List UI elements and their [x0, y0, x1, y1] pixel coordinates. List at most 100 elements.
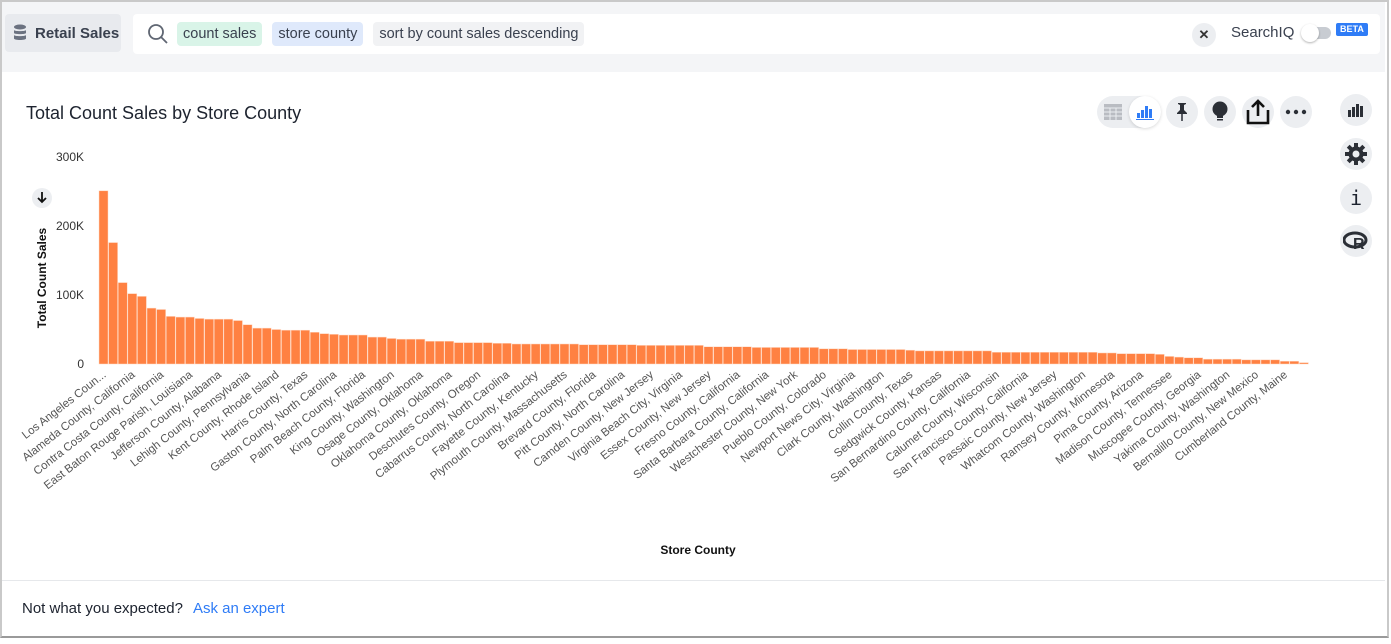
bar[interactable] — [809, 347, 819, 365]
bar[interactable] — [857, 349, 867, 365]
bar[interactable] — [617, 344, 627, 365]
bar[interactable] — [310, 332, 320, 365]
bar[interactable] — [578, 344, 589, 365]
bar[interactable] — [262, 327, 272, 365]
chart-view-button[interactable] — [1129, 96, 1161, 128]
bar[interactable] — [790, 347, 800, 365]
bar[interactable] — [722, 346, 733, 365]
bar[interactable] — [867, 349, 877, 365]
bar[interactable] — [521, 343, 531, 365]
bar[interactable] — [1039, 352, 1050, 365]
bar[interactable] — [377, 336, 387, 365]
bar[interactable] — [281, 329, 291, 365]
bar[interactable] — [1030, 352, 1040, 365]
bar[interactable] — [828, 348, 839, 365]
search-token-measure[interactable]: count sales — [177, 22, 263, 46]
bar[interactable] — [1183, 357, 1194, 365]
bar[interactable] — [290, 329, 301, 365]
table-view-button[interactable] — [1097, 96, 1129, 128]
bar[interactable] — [233, 320, 243, 365]
bar[interactable] — [1164, 356, 1175, 365]
bar[interactable] — [108, 242, 118, 365]
bar[interactable] — [1068, 352, 1079, 365]
bar[interactable] — [1087, 352, 1098, 365]
bar[interactable] — [924, 350, 935, 365]
bar[interactable] — [799, 347, 810, 365]
bar[interactable] — [425, 340, 435, 365]
chart-settings-button[interactable] — [1340, 138, 1372, 170]
bar[interactable] — [348, 334, 358, 365]
bar[interactable] — [1203, 358, 1213, 365]
bar[interactable] — [444, 340, 454, 365]
bar[interactable] — [953, 350, 963, 365]
bar[interactable] — [972, 350, 983, 365]
info-button[interactable]: i — [1340, 182, 1372, 214]
bar[interactable] — [655, 345, 666, 365]
bar[interactable] — [876, 349, 887, 365]
bar[interactable] — [915, 350, 925, 365]
bar[interactable] — [636, 345, 647, 365]
bar[interactable] — [1193, 357, 1204, 365]
bar[interactable] — [165, 316, 176, 365]
bar[interactable] — [1260, 359, 1271, 365]
bar[interactable] — [1279, 360, 1290, 365]
bar[interactable] — [1289, 360, 1300, 365]
ask-expert-link[interactable]: Ask an expert — [192, 600, 285, 617]
bar[interactable] — [1097, 352, 1107, 365]
bar[interactable] — [713, 346, 723, 365]
bar[interactable] — [146, 307, 157, 365]
bar[interactable] — [847, 349, 858, 365]
bar[interactable] — [761, 347, 771, 365]
bar[interactable] — [530, 343, 541, 365]
bar[interactable] — [646, 345, 656, 365]
bar[interactable] — [194, 318, 205, 365]
bar[interactable] — [684, 345, 695, 365]
bar[interactable] — [117, 282, 128, 365]
bar[interactable] — [271, 329, 282, 365]
bar[interactable] — [963, 350, 973, 365]
search-bar[interactable]: count sales store county sort by count s… — [133, 14, 1380, 54]
bar[interactable] — [463, 342, 474, 365]
bar[interactable] — [338, 334, 349, 365]
bar[interactable] — [98, 190, 109, 365]
pin-button[interactable] — [1166, 96, 1198, 128]
bar[interactable] — [1001, 352, 1011, 365]
bar[interactable] — [156, 309, 166, 365]
bar[interactable] — [1049, 352, 1059, 365]
change-chart-type-button[interactable] — [1340, 94, 1372, 126]
more-options-button[interactable] — [1280, 96, 1312, 128]
bar[interactable] — [742, 346, 752, 365]
bar[interactable] — [252, 327, 262, 365]
bar[interactable] — [1174, 356, 1184, 365]
search-token-sort[interactable]: sort by count sales descending — [373, 22, 585, 46]
bar[interactable] — [982, 350, 992, 365]
bar[interactable] — [838, 348, 848, 365]
bar[interactable] — [1135, 353, 1146, 365]
searchiq-toggle[interactable] — [1301, 24, 1331, 42]
bar[interactable] — [1270, 359, 1280, 365]
bar[interactable] — [434, 340, 445, 365]
bar[interactable] — [732, 346, 743, 365]
bar[interactable] — [1020, 352, 1031, 365]
r-analysis-button[interactable]: R — [1340, 225, 1372, 257]
bar[interactable] — [175, 316, 186, 365]
insights-button[interactable] — [1204, 96, 1236, 128]
bar[interactable] — [415, 338, 426, 365]
datasource-selector[interactable]: Retail Sales — [5, 14, 121, 52]
bar[interactable] — [1011, 352, 1021, 365]
bar[interactable] — [540, 343, 550, 365]
bar[interactable] — [694, 345, 704, 365]
bar[interactable] — [502, 343, 512, 365]
bar[interactable] — [934, 350, 944, 365]
bar[interactable] — [674, 345, 685, 365]
bar[interactable] — [751, 347, 762, 365]
bar[interactable] — [770, 347, 781, 365]
bar[interactable] — [482, 342, 493, 365]
bar[interactable] — [300, 329, 310, 365]
bar[interactable] — [473, 342, 483, 365]
bar[interactable] — [358, 334, 368, 365]
bar[interactable] — [569, 343, 579, 365]
bar[interactable] — [213, 318, 224, 365]
bar[interactable] — [492, 343, 502, 365]
bar[interactable] — [223, 318, 234, 365]
